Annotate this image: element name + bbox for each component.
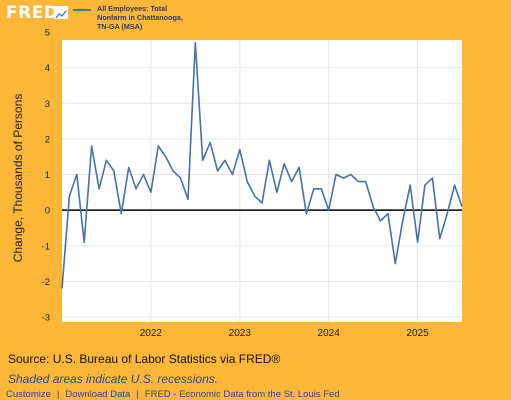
plot-area bbox=[62, 40, 462, 322]
y-tick-label: 0 bbox=[45, 206, 50, 217]
footer-links: Customize | Download Data | FRED - Economic … bbox=[6, 389, 340, 400]
download-data-link[interactable]: Download Data bbox=[65, 389, 131, 400]
footer-separator: | bbox=[136, 389, 139, 400]
footer-separator: | bbox=[56, 389, 60, 400]
legend-label: All Employees: Total Nonfarm in Chattano… bbox=[97, 4, 183, 32]
y-tick-label: 4 bbox=[45, 63, 50, 74]
y-tick-label: 3 bbox=[45, 99, 50, 110]
y-tick-label: -3 bbox=[42, 313, 50, 324]
recession-note: Shaded areas indicate U.S. recessions. bbox=[8, 372, 219, 386]
y-tick-label: -2 bbox=[42, 277, 50, 288]
x-tick-label: 2023 bbox=[229, 328, 252, 339]
fred-logo[interactable]: FRED bbox=[6, 3, 59, 23]
y-tick-label: 2 bbox=[45, 134, 50, 145]
x-tick-label: 2025 bbox=[406, 328, 429, 339]
y-tick-label: 1 bbox=[45, 170, 50, 181]
y-tick-label: -1 bbox=[42, 241, 50, 252]
customize-link[interactable]: Customize bbox=[6, 389, 51, 400]
y-axis-title: Change, Thousands of Persons bbox=[11, 93, 25, 263]
x-tick-label: 2024 bbox=[318, 328, 341, 339]
legend-swatch bbox=[73, 9, 91, 11]
x-tick-label: 2022 bbox=[140, 328, 163, 339]
series-line bbox=[61, 41, 463, 289]
y-tick-label: 5 bbox=[45, 28, 50, 39]
fred-home-link[interactable]: FRED - Economic Data from the St. Louis … bbox=[144, 389, 340, 400]
source-text: Source: U.S. Bureau of Labor Statistics … bbox=[8, 352, 281, 366]
chart-icon bbox=[54, 6, 68, 19]
